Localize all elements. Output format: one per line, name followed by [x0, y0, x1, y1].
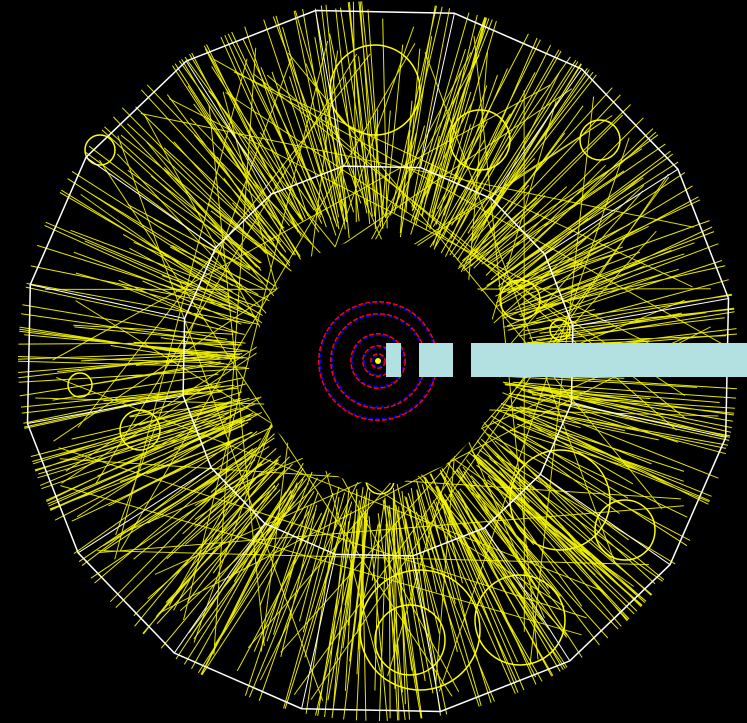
- sector-divider: [420, 13, 455, 168]
- curling-track: [499, 279, 541, 321]
- particle-tracks: [17, 1, 738, 722]
- sector-divider: [540, 473, 671, 566]
- curling-track: [374, 604, 446, 676]
- curling-track: [84, 134, 116, 166]
- curling-track: [449, 109, 511, 171]
- primary-vertex: [375, 358, 381, 364]
- sector-divider: [544, 168, 679, 255]
- beam-block-3: [471, 343, 747, 377]
- vertex-ring-red: [350, 333, 406, 389]
- vertex-ring-red: [370, 353, 386, 369]
- vertex-ring-blue: [371, 354, 385, 368]
- curling-track: [67, 372, 93, 398]
- sector-divider: [412, 555, 441, 712]
- sector-divider: [30, 284, 185, 319]
- curling-track: [549, 319, 571, 341]
- sector-divider: [77, 467, 212, 554]
- beam-block-2: [419, 343, 453, 377]
- curling-track: [119, 409, 161, 451]
- sector-divider: [315, 10, 344, 167]
- vertex-ring-blue: [351, 334, 405, 388]
- beam-block-1: [386, 343, 401, 377]
- curling-track: [594, 499, 656, 561]
- curling-track: [474, 574, 566, 666]
- sector-divider: [572, 298, 729, 327]
- sector-divider: [173, 523, 266, 654]
- curling-track: [359, 569, 481, 691]
- sector-divider: [490, 68, 583, 199]
- sector-divider: [185, 60, 272, 195]
- sector-divider: [484, 527, 571, 662]
- curling-track: [579, 119, 621, 161]
- sector-divider: [571, 403, 726, 438]
- curling-track: [509, 449, 611, 551]
- beam-pipe: [386, 343, 747, 377]
- sector-divider: [85, 156, 216, 249]
- sector-divider: [301, 554, 336, 709]
- detector-outline: [26, 9, 730, 713]
- sector-divider: [27, 395, 184, 424]
